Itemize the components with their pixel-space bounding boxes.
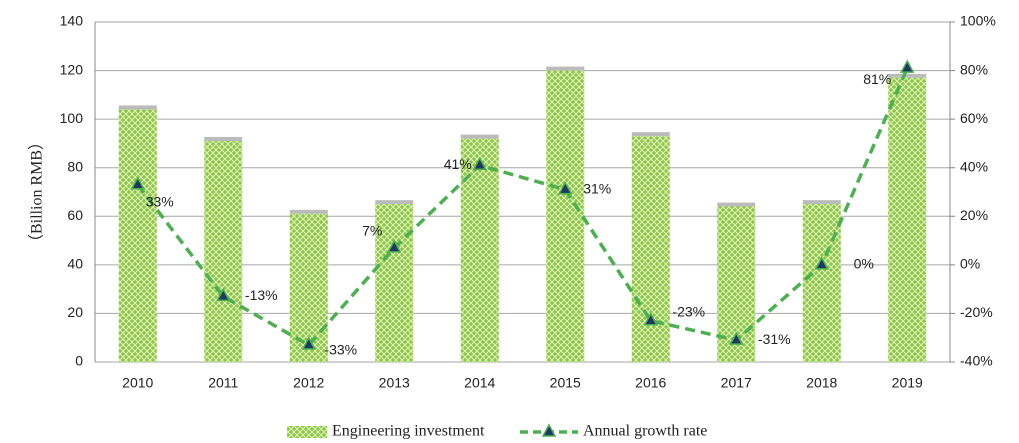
bar-shadow [460,134,499,139]
x-tick-label: 2011 [208,375,238,391]
bar [546,70,585,363]
y-tick-label: 0 [75,353,83,369]
y-tick-label: 40 [67,256,83,272]
y-tick-label: 100 [60,110,84,126]
bar-shadow [289,209,328,214]
bar [118,109,157,362]
marker [899,59,915,73]
y2-tick-label: 100% [960,13,996,29]
bar [888,77,927,362]
bar [460,138,499,362]
marker [728,331,744,345]
y-tick-label: 60 [67,207,83,223]
marker [557,181,573,195]
y2-tick-label: 80% [960,61,988,77]
legend-label: Engineering investment [332,423,485,440]
data-label: -33% [324,342,357,358]
data-label: -13% [245,287,278,303]
y-tick-label: 120 [60,61,84,77]
legend-label: Annual growth rate [583,423,707,440]
y2-tick-label: 40% [960,158,988,174]
data-label: 0% [854,256,874,272]
data-label: 41% [444,156,472,172]
marker [814,256,830,270]
x-tick-label: 2010 [122,375,153,391]
bar-shadow [375,200,414,205]
line [136,67,909,348]
x-tick-label: 2019 [892,375,923,391]
x-tick-label: 2016 [635,375,666,391]
x-tick-label: 2015 [550,375,581,391]
bar-shadow [631,132,670,137]
bar-shadow [717,202,756,207]
y2-tick-label: 0% [960,256,980,272]
marker [643,312,659,326]
y-tick-label: 20 [67,304,83,320]
y2-tick-label: -40% [960,353,993,369]
marker [301,336,317,350]
marker [472,156,488,171]
y-tick-label: 140 [60,13,84,29]
marker [386,239,402,253]
y-axis-label: （Billion RMB） [28,134,46,250]
y2-tick-label: 60% [960,110,988,126]
y-tick-label: 80 [67,158,83,174]
bar-shadow [888,73,927,78]
marker [130,176,146,190]
y2-tick-label: 20% [960,207,988,223]
data-label: 31% [583,180,611,196]
y2-tick-label: -20% [960,304,993,320]
bar-shadow [204,137,243,141]
x-tick-label: 2014 [464,375,495,391]
data-label: 81% [863,71,891,87]
marker [215,287,231,302]
bar [375,204,414,362]
x-tick-label: 2017 [721,375,752,391]
bar [802,204,841,362]
bar-shadow [802,200,841,205]
bar-shadow [546,66,585,71]
data-label: 33% [146,193,174,209]
bar [204,141,243,362]
data-label: 7% [362,223,382,239]
x-tick-label: 2013 [379,375,410,391]
legend-marker [541,423,557,437]
data-label: -23% [672,303,705,319]
legend-swatch [287,426,327,438]
x-tick-label: 2012 [293,375,324,391]
data-label: -31% [758,331,791,347]
bar-shadow [118,105,157,110]
x-tick-label: 2018 [806,375,837,391]
bar [631,136,670,362]
